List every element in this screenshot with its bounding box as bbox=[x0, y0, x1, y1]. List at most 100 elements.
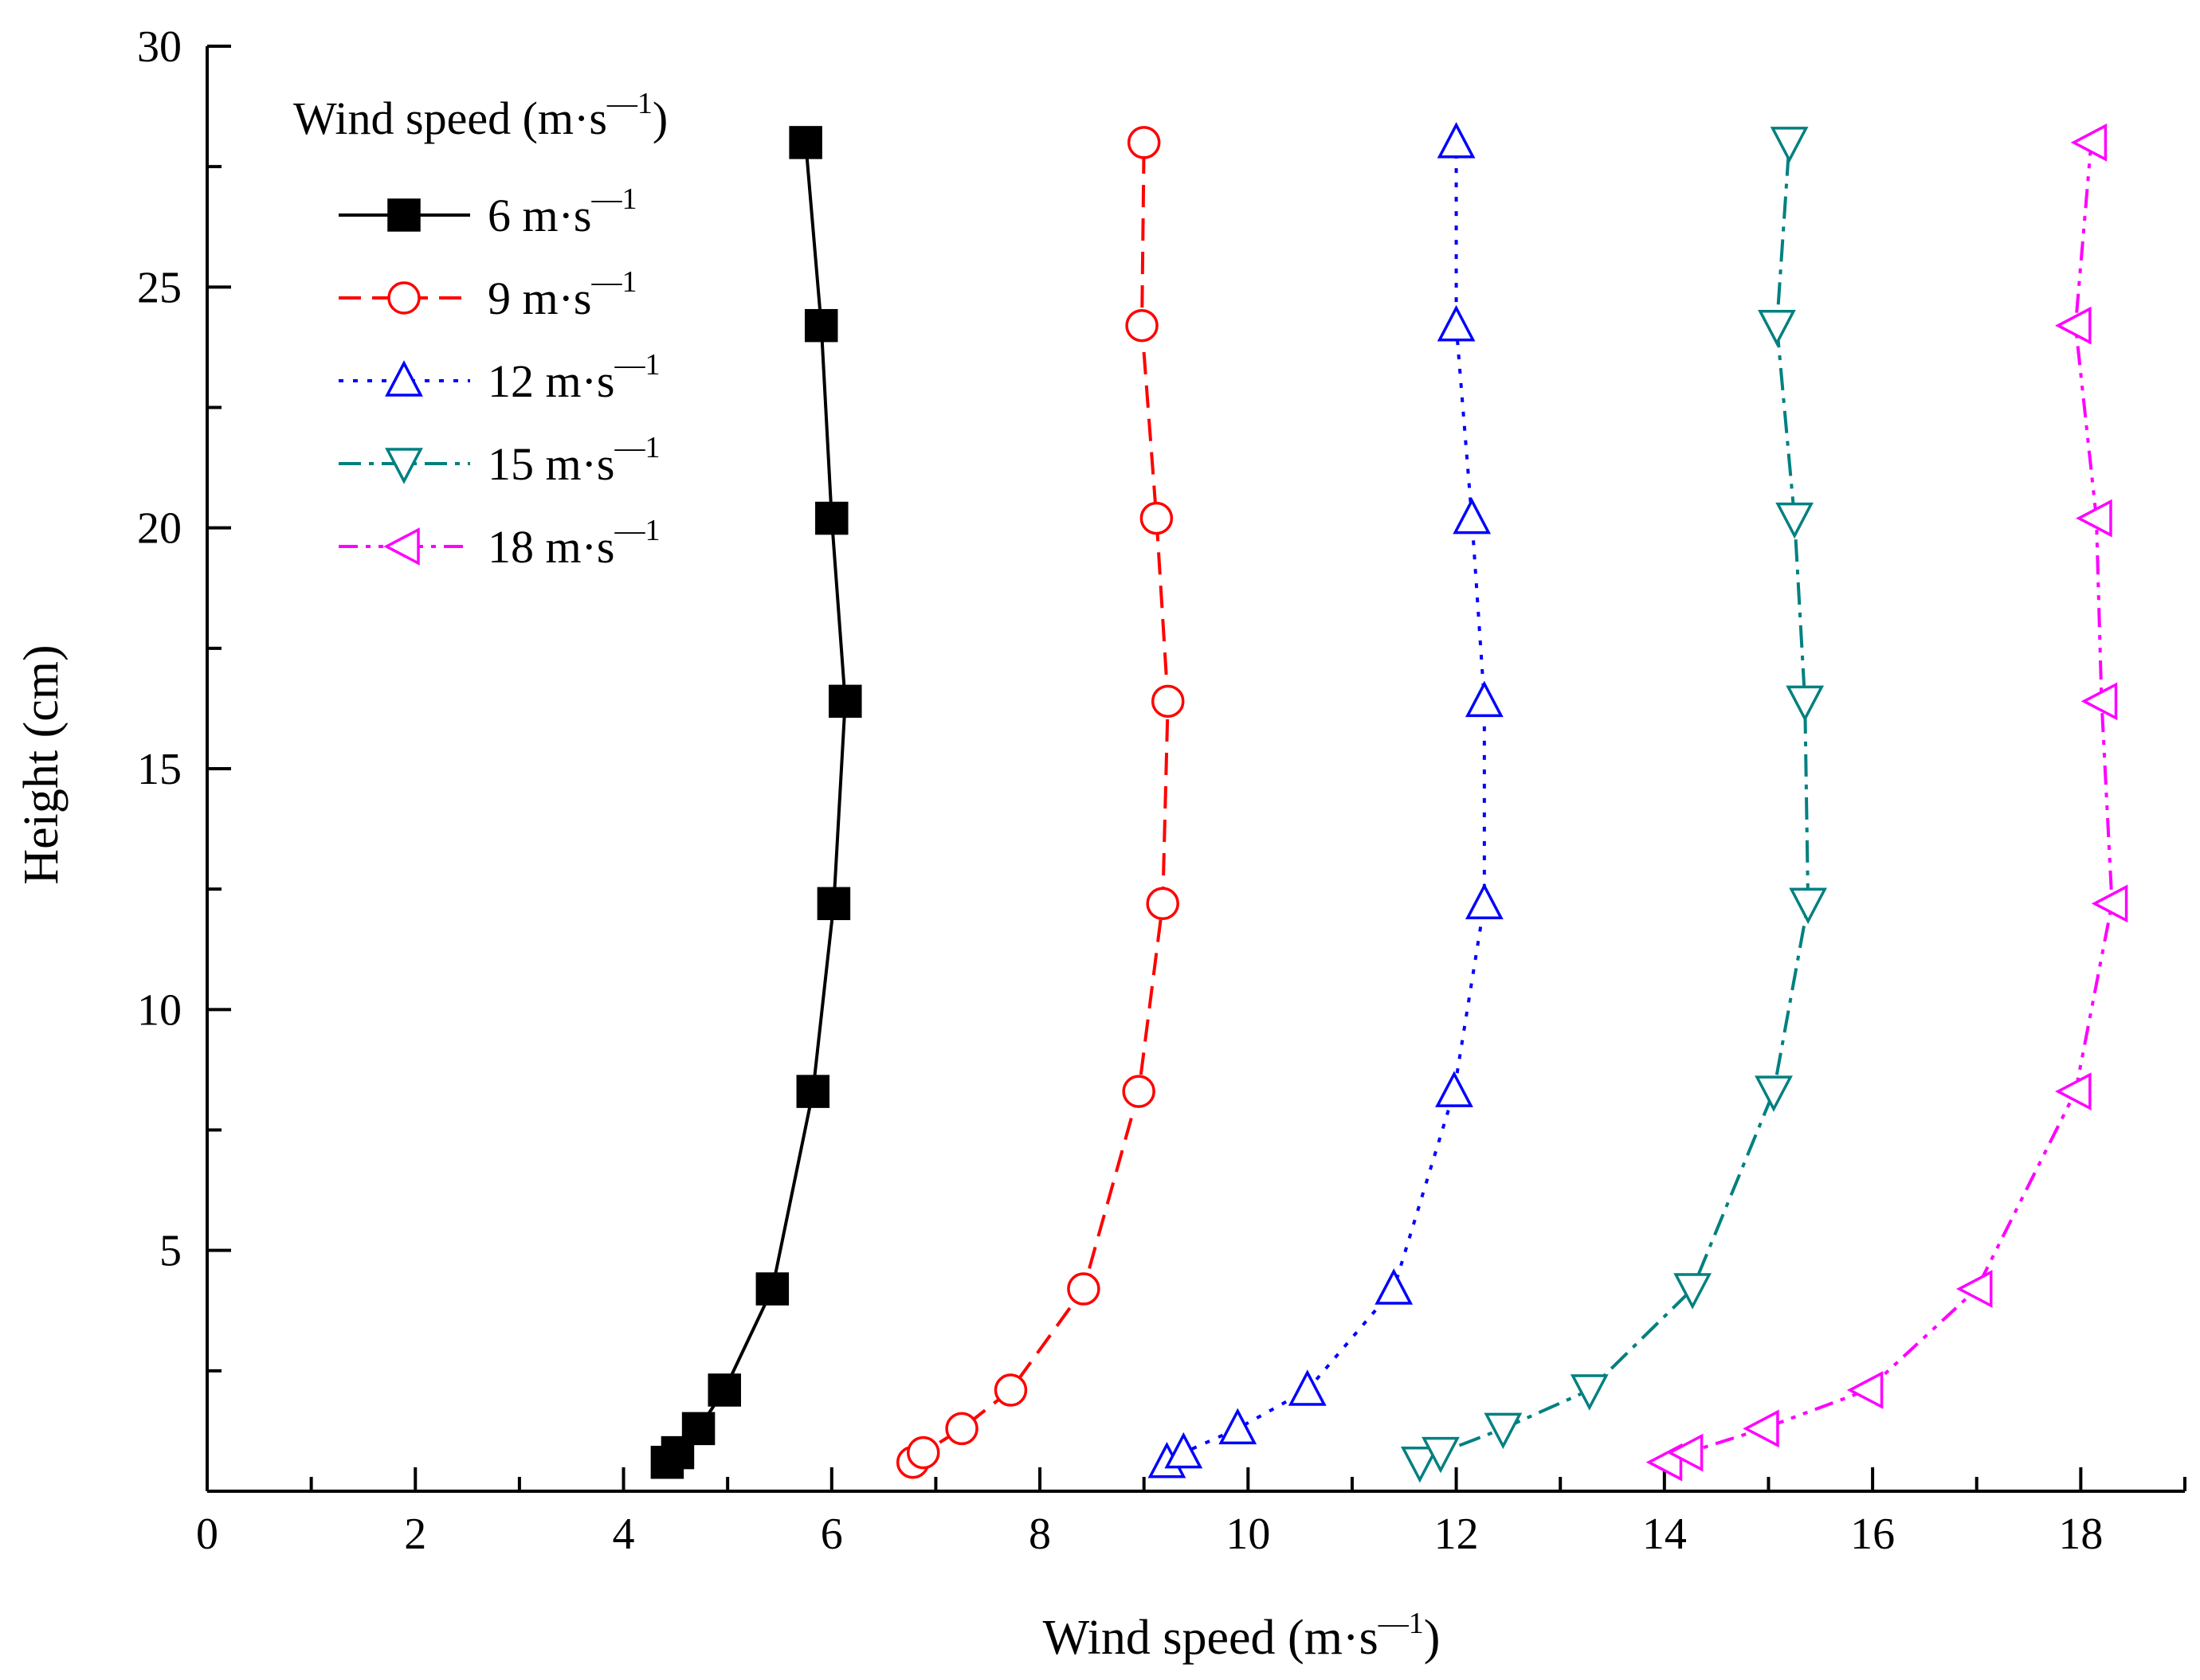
data-point bbox=[1146, 887, 1179, 921]
data-point bbox=[1453, 497, 1492, 535]
data-point bbox=[2070, 123, 2108, 162]
data-point bbox=[1067, 1272, 1100, 1306]
data-point bbox=[1786, 685, 1825, 723]
data-point bbox=[1465, 883, 1504, 920]
data-point bbox=[796, 1075, 830, 1108]
y-tick-label: 15 bbox=[137, 745, 182, 794]
legend-item: 6 m·s—1 bbox=[339, 182, 637, 241]
legend-item: 15 m·s—1 bbox=[339, 431, 661, 490]
x-tick-label: 2 bbox=[404, 1510, 426, 1559]
data-point bbox=[804, 308, 838, 343]
legend-marker bbox=[385, 360, 423, 397]
data-point bbox=[2080, 682, 2118, 721]
data-point bbox=[945, 1412, 978, 1446]
data-point bbox=[1164, 1431, 1203, 1469]
legend-label: 12 m·s—1 bbox=[488, 348, 661, 407]
x-tick-label: 16 bbox=[1850, 1510, 1895, 1559]
series-1 bbox=[896, 126, 1185, 1479]
x-tick-label: 4 bbox=[613, 1510, 635, 1559]
x-tick-label: 0 bbox=[196, 1510, 218, 1559]
series-2 bbox=[1147, 122, 1504, 1478]
data-point bbox=[906, 1435, 940, 1470]
data-point bbox=[1437, 122, 1476, 159]
series-3 bbox=[1400, 127, 1828, 1483]
legend-title: Wind speed (m·s—1) bbox=[293, 87, 668, 144]
data-point bbox=[1743, 1409, 1779, 1448]
legend-label: 15 m·s—1 bbox=[488, 431, 661, 490]
data-point bbox=[681, 1412, 716, 1446]
legend-marker bbox=[387, 198, 421, 232]
plot-frame bbox=[206, 46, 2185, 1493]
legend: Wind speed (m·s—1) 6 m·s—1 9 m·s—1 12 m·s—1… bbox=[293, 87, 668, 573]
legend-marker bbox=[387, 281, 421, 315]
y-tick-label: 5 bbox=[159, 1227, 182, 1276]
x-tick-label: 12 bbox=[1434, 1510, 1479, 1559]
data-point bbox=[1437, 304, 1476, 342]
data-point bbox=[1758, 309, 1796, 347]
data-point bbox=[1400, 1446, 1439, 1483]
data-point bbox=[2055, 306, 2092, 345]
data-point bbox=[661, 1435, 695, 1470]
y-axis-title: Height (cm) bbox=[14, 644, 69, 884]
data-point bbox=[1151, 684, 1185, 719]
data-point bbox=[1218, 1408, 1257, 1445]
data-point bbox=[1484, 1412, 1523, 1450]
data-point bbox=[708, 1373, 741, 1407]
data-point bbox=[1955, 1270, 1993, 1308]
legend-label: 6 m·s—1 bbox=[488, 182, 637, 241]
x-tick-label: 10 bbox=[1225, 1510, 1270, 1559]
x-axis-title: Wind speed (m·s—1) bbox=[1043, 1607, 1441, 1665]
data-point bbox=[755, 1272, 790, 1306]
data-point bbox=[829, 684, 862, 719]
legend-label: 9 m·s—1 bbox=[488, 265, 637, 324]
data-point bbox=[1755, 1075, 1793, 1112]
data-point bbox=[1770, 127, 1809, 163]
data-point bbox=[1465, 680, 1504, 718]
x-tick-label: 8 bbox=[1029, 1510, 1051, 1559]
data-point bbox=[1789, 887, 1828, 925]
legend-item: 9 m·s—1 bbox=[339, 265, 637, 324]
y-tick-label: 10 bbox=[137, 985, 182, 1035]
y-axis: 5 10 15 20 25 30 bbox=[137, 22, 231, 1373]
data-point bbox=[1570, 1374, 1609, 1411]
data-point bbox=[2055, 1072, 2092, 1111]
series-0 bbox=[650, 126, 862, 1479]
y-tick-label: 30 bbox=[137, 22, 182, 72]
data-point bbox=[815, 501, 849, 535]
data-point bbox=[1846, 1371, 1884, 1409]
data-point bbox=[1435, 1071, 1473, 1107]
series-4 bbox=[1645, 123, 2128, 1482]
data-point bbox=[1775, 502, 1814, 539]
x-tick-label: 14 bbox=[1642, 1510, 1687, 1559]
data-point bbox=[1666, 1433, 1704, 1472]
x-tick-label: 18 bbox=[2058, 1510, 2103, 1559]
legend-label: 18 m·s—1 bbox=[488, 514, 661, 573]
series-line bbox=[1166, 142, 1486, 1464]
data-point bbox=[1422, 1436, 1460, 1474]
data-point bbox=[1127, 126, 1161, 159]
legend-marker bbox=[383, 527, 420, 566]
data-point bbox=[1375, 1268, 1414, 1305]
data-point bbox=[789, 126, 822, 159]
x-tick-label: 6 bbox=[821, 1510, 843, 1559]
data-point bbox=[1673, 1273, 1712, 1310]
data-point bbox=[1139, 501, 1174, 535]
data-point bbox=[817, 887, 851, 921]
legend-item: 18 m·s—1 bbox=[339, 514, 661, 573]
x-axis: 0 2 4 6 8 10 12 14 16 18 bbox=[196, 1467, 2186, 1559]
data-point bbox=[2091, 884, 2128, 923]
data-point bbox=[994, 1373, 1028, 1407]
legend-item: 12 m·s—1 bbox=[339, 348, 661, 407]
y-tick-label: 20 bbox=[137, 504, 182, 554]
data-point bbox=[2076, 499, 2112, 538]
series-line bbox=[1419, 142, 1810, 1464]
legend-marker bbox=[385, 448, 423, 484]
data-point bbox=[1288, 1369, 1327, 1406]
series-layer bbox=[650, 122, 2128, 1483]
data-point bbox=[1122, 1075, 1155, 1108]
y-tick-label: 25 bbox=[137, 263, 182, 312]
series-line bbox=[912, 142, 1170, 1464]
data-point bbox=[1125, 308, 1159, 343]
series-line bbox=[1665, 142, 2114, 1464]
